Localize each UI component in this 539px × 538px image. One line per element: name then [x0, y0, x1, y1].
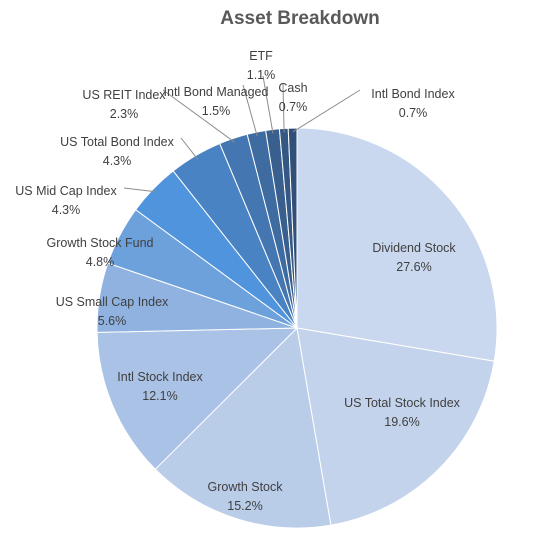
- pie-slice: [296, 127, 498, 362]
- slice-value-label: 2.3%: [110, 107, 139, 121]
- slice-label: Intl Bond Index: [371, 87, 455, 101]
- leader-line: [162, 89, 235, 143]
- slice-label: US Mid Cap Index: [15, 184, 117, 198]
- slice-value-label: 4.3%: [52, 203, 81, 217]
- leader-lines: [123, 75, 361, 193]
- slice-label: Dividend Stock: [372, 241, 456, 255]
- slice-label: Intl Bond Managed: [164, 85, 269, 99]
- leader-line: [180, 137, 198, 160]
- slice-value-label: 0.7%: [399, 106, 428, 120]
- slice-label: US Total Bond Index: [60, 135, 174, 149]
- slice-label: Cash: [278, 81, 307, 95]
- slice-value-label: 5.6%: [98, 314, 127, 328]
- slice-label: US Small Cap Index: [56, 295, 169, 309]
- leader-line: [292, 89, 361, 133]
- slice-label: US REIT Index: [82, 88, 166, 102]
- slice-value-label: 4.8%: [86, 255, 115, 269]
- leader-line: [262, 75, 274, 134]
- pie-slice: [287, 127, 298, 329]
- slice-label: US Total Stock Index: [344, 396, 461, 410]
- pie-slice: [296, 327, 495, 526]
- slice-value-label: 19.6%: [384, 415, 419, 429]
- leader-line: [123, 187, 157, 193]
- slice-value-label: 15.2%: [227, 499, 262, 513]
- slice-value-label: 0.7%: [279, 100, 308, 114]
- slice-label: Growth Stock Fund: [47, 236, 154, 250]
- slice-label: Intl Stock Index: [117, 370, 203, 384]
- leader-line: [282, 83, 285, 133]
- slice-value-label: 12.1%: [142, 389, 177, 403]
- pie-slice: [154, 326, 332, 529]
- pie-slices: [96, 127, 498, 529]
- slice-value-label: 1.1%: [247, 68, 276, 82]
- slice-value-label: 4.3%: [103, 154, 132, 168]
- slice-label: ETF: [249, 49, 273, 63]
- slice-label: Growth Stock: [207, 480, 283, 494]
- chart-title: Asset Breakdown: [220, 8, 379, 29]
- pie-slice: [96, 327, 299, 470]
- slice-value-label: 1.5%: [202, 104, 231, 118]
- slice-labels: Dividend Stock 27.6% US Total Stock Index 1…: [15, 49, 460, 513]
- leader-line: [242, 84, 258, 137]
- slice-value-label: 27.6%: [396, 260, 431, 274]
